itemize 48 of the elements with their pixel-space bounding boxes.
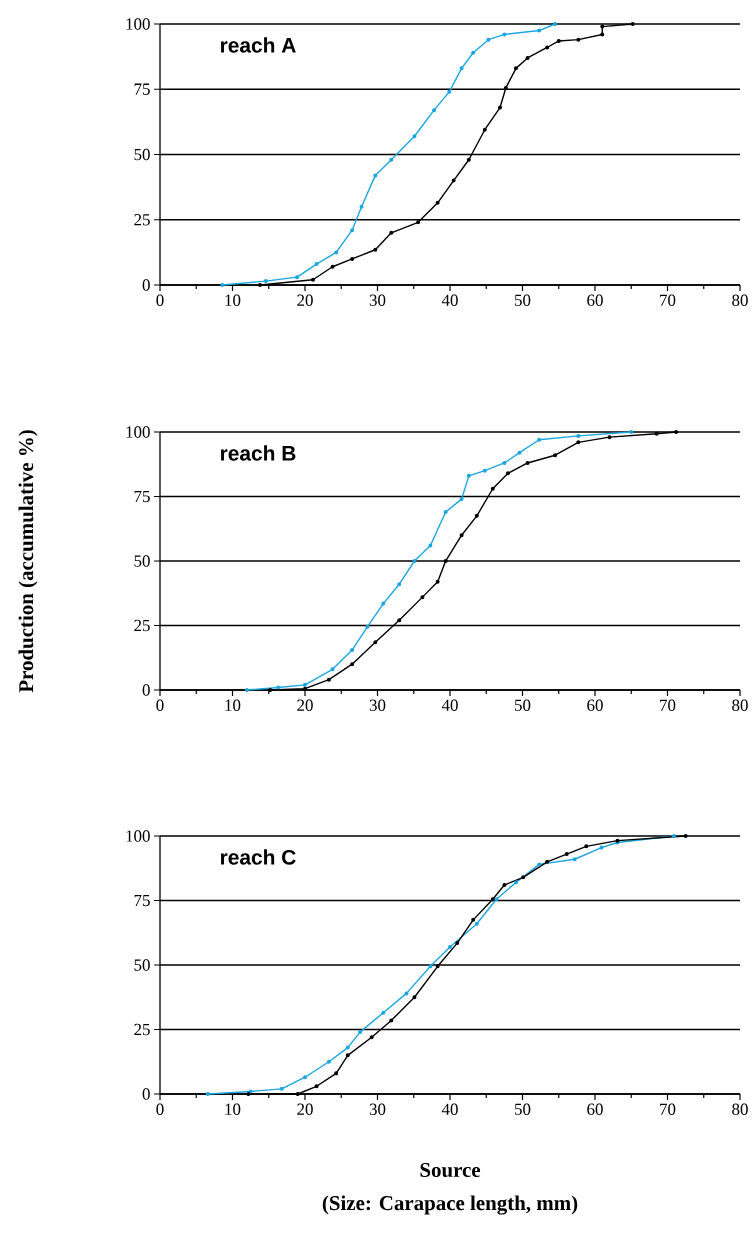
y-tick-label: 100 <box>126 18 150 30</box>
y-tick-label: 0 <box>142 279 150 291</box>
x-tick-label: 0 <box>156 699 164 711</box>
x-tick-label: 50 <box>515 699 531 711</box>
x-tick-label: 70 <box>660 294 676 306</box>
text: reach A <box>221 37 296 53</box>
x-tick-label: 10 <box>225 1103 241 1115</box>
x-tick-label: 30 <box>369 699 386 711</box>
y-tick-label: 100 <box>126 830 150 842</box>
x-tick-label: 80 <box>732 294 748 306</box>
text: reach C <box>221 849 296 865</box>
x-tick-label: 40 <box>441 294 458 306</box>
x-tick-label: 70 <box>660 699 676 711</box>
text: reach B <box>221 445 296 461</box>
x-tick-label: 30 <box>369 294 386 306</box>
x-tick-label: 0 <box>156 294 164 306</box>
y-axis-title: Production (accumulative %) <box>18 430 38 693</box>
y-tick-label: 0 <box>142 1088 150 1100</box>
x-tick-label: 60 <box>587 294 603 306</box>
y-tick-label: 50 <box>134 555 150 567</box>
x-tick-label: 80 <box>732 1103 748 1115</box>
x-tick-label: 20 <box>297 294 313 306</box>
x-tick-label: 0 <box>156 1103 164 1115</box>
y-tick-label: 25 <box>134 619 150 632</box>
x-tick-label: 50 <box>515 1103 531 1115</box>
y-tick-label: 75 <box>134 894 150 907</box>
x-tick-label: 20 <box>297 1103 313 1115</box>
y-tick-label: 25 <box>134 1023 150 1036</box>
y-tick-label: 75 <box>134 490 150 503</box>
y-tick-label: 75 <box>134 83 150 95</box>
x-tick-label: 30 <box>369 1103 386 1115</box>
y-tick-label: 100 <box>126 426 150 438</box>
x-tick-label: 50 <box>515 294 531 306</box>
x-tick-label: 10 <box>225 294 241 306</box>
y-tick-label: 50 <box>134 148 150 161</box>
x-tick-label: 60 <box>587 1103 603 1115</box>
x-tick-label: 40 <box>441 699 458 711</box>
x-tick-label: 60 <box>587 699 603 711</box>
x-tick-label: 40 <box>441 1103 458 1115</box>
x-tick-label: 80 <box>732 699 748 711</box>
y-tick-label: 25 <box>134 214 150 226</box>
x-tick-label: 20 <box>297 699 313 711</box>
x-tick-label: 70 <box>660 1103 676 1115</box>
x-axis-title: Source <box>420 1162 481 1178</box>
x-tick-label: 10 <box>225 699 241 711</box>
text: (Size: Carapace length, mm) <box>322 1195 578 1215</box>
y-tick-label: 0 <box>142 684 150 696</box>
y-tick-label: 50 <box>134 959 150 971</box>
